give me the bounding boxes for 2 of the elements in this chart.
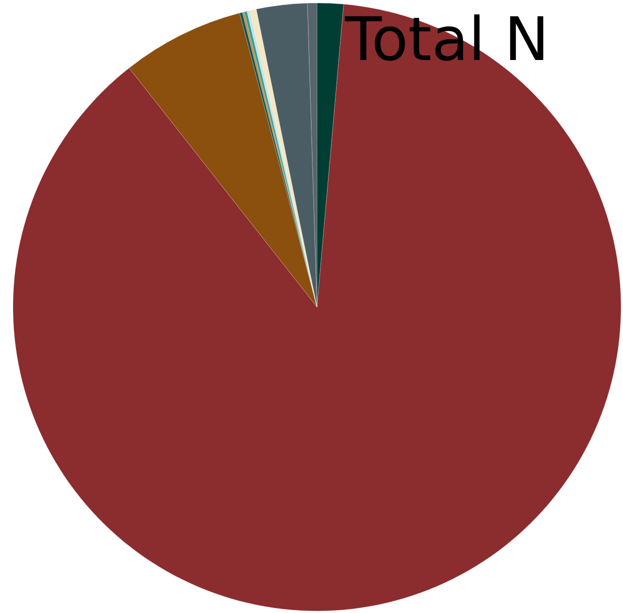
pie-slice [12, 4, 621, 612]
chart-title: Total N [344, 5, 550, 75]
